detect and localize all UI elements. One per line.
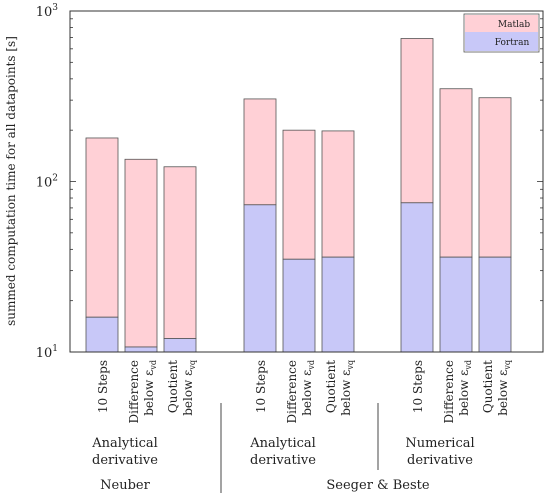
bar-fortran <box>163 338 197 353</box>
bars-layer <box>85 38 512 353</box>
x-tick-label-line2: below εvd <box>142 360 158 416</box>
bar-fortran <box>124 346 158 353</box>
group-label-line2: derivative <box>250 453 316 468</box>
x-tick-label-line1: 10 Steps <box>96 360 110 413</box>
x-tick-label-line1: Difference <box>127 360 141 423</box>
x-tick-label: 10 Steps <box>411 360 425 413</box>
bar-fortran <box>321 256 355 353</box>
x-tick-label: Difference below εvd <box>442 360 473 423</box>
y-tick-label: 101 <box>36 344 58 361</box>
bar-matlab <box>163 166 197 339</box>
bar-matlab <box>321 130 355 258</box>
bar-fortran <box>439 256 473 353</box>
supergroup-label: Seeger & Beste <box>326 478 430 493</box>
x-tick-label-line1: Quotient <box>166 360 180 413</box>
group-label-line1: Numerical <box>405 436 474 451</box>
x-tick-label: Quotient below εvq <box>166 360 197 416</box>
x-tick-label-line2: below εvq <box>339 360 355 416</box>
supergroup-label: Neuber <box>100 478 150 493</box>
x-tick-label-line2: below εvd <box>300 360 316 416</box>
bar-matlab <box>282 129 316 260</box>
bar-matlab <box>85 137 119 318</box>
group-label-line2: derivative <box>407 453 473 468</box>
y-axis-label: summed computation time for all datapoin… <box>4 36 18 326</box>
x-tick-label-line1: Difference <box>442 360 456 423</box>
bar-fortran <box>85 316 119 353</box>
group-label-line1: Analytical <box>91 436 158 451</box>
legend-swatch-fortran <box>465 32 538 51</box>
bar-fortran <box>282 258 316 353</box>
x-tick-label-line2: below εvq <box>496 360 512 416</box>
x-tick-label: Quotient below εvq <box>324 360 355 416</box>
y-tick-label: 103 <box>36 3 59 20</box>
x-tick-label-line2: below εvq <box>181 360 197 416</box>
y-tick-label: 102 <box>36 174 58 191</box>
x-tick-label: Quotient below εvq <box>481 360 512 416</box>
x-tick-label-line2: below εvd <box>457 360 473 416</box>
legend-entry-fortran: Fortran <box>495 38 530 48</box>
x-tick-label: Difference below εvd <box>127 360 158 423</box>
legend-swatch-matlab <box>465 15 538 32</box>
legend: Matlab Fortran <box>463 13 540 53</box>
bar-fortran <box>243 204 277 353</box>
bar-matlab <box>478 97 512 258</box>
bar-matlab <box>243 98 277 206</box>
group-labels: Analytical derivative Analytical derivative… <box>91 403 475 493</box>
bar-matlab <box>124 158 158 348</box>
group-label-line1: Analytical <box>249 436 316 451</box>
bar-fortran <box>478 256 512 353</box>
x-tick-labels: 10 Steps Difference below εvd Quotient below… <box>96 360 512 424</box>
x-tick-label-line1: 10 Steps <box>411 360 425 413</box>
x-tick-label: 10 Steps <box>254 360 268 413</box>
x-tick-label-line1: 10 Steps <box>254 360 268 413</box>
x-tick-label: 10 Steps <box>96 360 110 413</box>
x-tick-label-line1: Quotient <box>324 360 338 413</box>
y-axis: 101 102 103 <box>36 3 543 361</box>
group-label-line2: derivative <box>92 453 158 468</box>
bar-matlab <box>439 88 473 258</box>
x-tick-label-line1: Quotient <box>481 360 495 413</box>
legend-entry-matlab: Matlab <box>498 20 530 30</box>
bar-matlab <box>400 38 434 204</box>
x-tick-label: Difference below εvd <box>285 360 316 423</box>
bar-fortran <box>400 202 434 353</box>
x-tick-label-line1: Difference <box>285 360 299 423</box>
